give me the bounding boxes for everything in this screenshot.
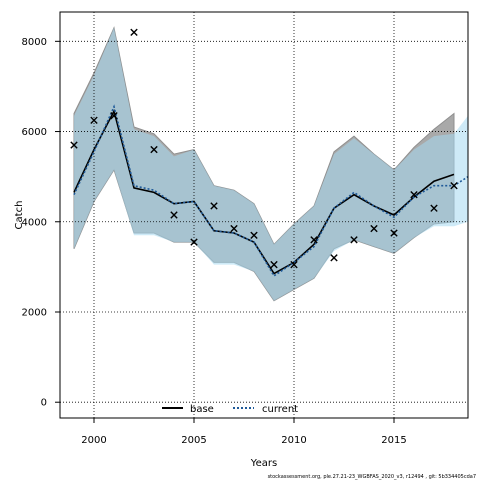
- observed-point-2002: [130, 28, 138, 36]
- base-median-line: [73, 108, 455, 275]
- y-tick-label-0: 0: [41, 398, 47, 409]
- observed-point-2015: [390, 229, 398, 237]
- observed-point-2012: [330, 254, 338, 262]
- observed-point-2008: [250, 231, 258, 239]
- observed-point-2013: [350, 236, 358, 244]
- footer-note: stockassessment.org, ple.27.21-23_WGBFAS…: [268, 474, 476, 480]
- current-confidence-band: [74, 27, 468, 301]
- axis-ticks: 2000 2005 2010 2015 0 2000 4000 6000 8000: [22, 37, 407, 446]
- observed-point-2011: [310, 236, 318, 244]
- observed-point-2004: [170, 211, 178, 219]
- x-axis-label: Years: [250, 458, 277, 469]
- observed-point-2006: [210, 202, 218, 210]
- observed-point-2009: [270, 260, 278, 269]
- observed-point-2003: [150, 145, 158, 154]
- legend-current-label: current: [262, 404, 298, 415]
- current-median-line: [73, 104, 469, 278]
- legend-base-label: base: [190, 404, 214, 415]
- observed-point-2000: [90, 116, 98, 124]
- x-tick-label-2010: 2010: [281, 435, 306, 446]
- y-axis-label: Catch: [14, 201, 25, 230]
- y-tick-label-8000: 8000: [22, 37, 47, 48]
- y-tick-label-2000: 2000: [22, 307, 47, 318]
- observed-point-2010: [290, 260, 298, 269]
- observed-point-2007: [230, 224, 238, 233]
- legend: base current: [162, 404, 298, 415]
- observed-points: [70, 28, 458, 269]
- observed-point-1999: [70, 141, 78, 149]
- y-tick-label-4000: 4000: [22, 217, 47, 228]
- grid-lines: [60, 12, 468, 418]
- observed-point-2017: [430, 204, 438, 212]
- observed-point-2001: [110, 112, 118, 120]
- observed-point-2005: [190, 238, 198, 246]
- x-tick-label-2005: 2005: [181, 435, 206, 446]
- plot-frame: [59, 11, 469, 419]
- x-tick-label-2015: 2015: [381, 435, 406, 446]
- series-lines: [73, 104, 469, 278]
- y-tick-label-6000: 6000: [22, 127, 47, 138]
- observed-point-2014: [370, 224, 378, 233]
- x-tick-label-2000: 2000: [81, 435, 106, 446]
- observed-point-2018: [450, 181, 458, 190]
- observed-point-2016: [410, 191, 418, 199]
